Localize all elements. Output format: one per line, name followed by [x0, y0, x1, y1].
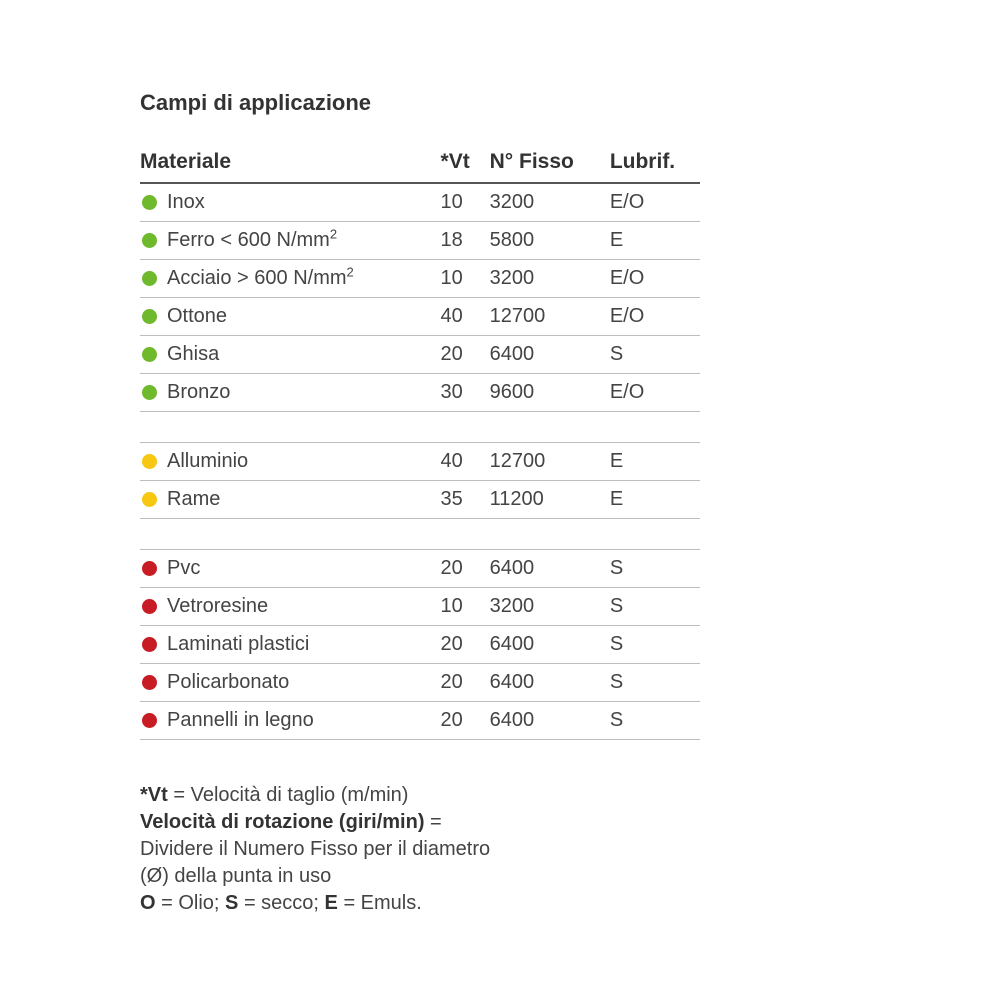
table-row: Alluminio 4012700E	[140, 443, 700, 481]
category-dot-icon	[142, 675, 157, 690]
lubr-value: S	[610, 626, 700, 664]
category-dot-icon	[142, 599, 157, 614]
material-name: Ghisa	[167, 343, 219, 366]
table-row: Acciaio > 600 N/mm2 103200E/O	[140, 260, 700, 298]
vt-value: 20	[441, 336, 486, 374]
lubr-value: S	[610, 588, 700, 626]
category-dot-icon	[142, 347, 157, 362]
category-dot-icon	[142, 561, 157, 576]
material-name: Pvc	[167, 557, 200, 580]
table-row: Ferro < 600 N/mm2 185800E	[140, 222, 700, 260]
vt-value: 20	[441, 702, 486, 740]
page-title: Campi di applicazione	[140, 90, 700, 116]
fisso-value: 6400	[486, 702, 610, 740]
vt-value: 20	[441, 626, 486, 664]
col-fisso: N° Fisso	[486, 144, 610, 183]
category-dot-icon	[142, 271, 157, 286]
col-material: Materiale	[140, 144, 441, 183]
material-name: Laminati plastici	[167, 633, 309, 656]
vt-value: 20	[441, 664, 486, 702]
fisso-value: 6400	[486, 664, 610, 702]
fisso-value: 6400	[486, 336, 610, 374]
table-row: Rame 3511200E	[140, 481, 700, 519]
lubr-value: E/O	[610, 298, 700, 336]
fisso-value: 9600	[486, 374, 610, 412]
material-name: Policarbonato	[167, 671, 289, 694]
legend-vt-label: *Vt	[140, 784, 168, 806]
table-row: Policarbonato 206400S	[140, 664, 700, 702]
category-dot-icon	[142, 195, 157, 210]
col-lubr: Lubrif.	[610, 144, 700, 183]
category-dot-icon	[142, 385, 157, 400]
category-dot-icon	[142, 637, 157, 652]
vt-value: 10	[441, 588, 486, 626]
legend-line3: Dividere il Numero Fisso per il diametro	[140, 836, 700, 863]
material-name: Rame	[167, 488, 220, 511]
vt-value: 30	[441, 374, 486, 412]
lubr-value: E/O	[610, 183, 700, 222]
category-dot-icon	[142, 233, 157, 248]
lubr-value: E/O	[610, 260, 700, 298]
vt-value: 18	[441, 222, 486, 260]
lubr-value: E	[610, 481, 700, 519]
material-name: Ferro < 600 N/mm2	[167, 229, 337, 252]
table-row: Ghisa 206400S	[140, 336, 700, 374]
fisso-value: 12700	[486, 298, 610, 336]
lubr-value: S	[610, 336, 700, 374]
material-name: Pannelli in legno	[167, 709, 314, 732]
fisso-value: 3200	[486, 260, 610, 298]
table-row: Pannelli in legno 206400S	[140, 702, 700, 740]
table-row: Ottone 4012700E/O	[140, 298, 700, 336]
material-name: Ottone	[167, 305, 227, 328]
legend-line4: (Ø) della punta in uso	[140, 863, 700, 890]
category-dot-icon	[142, 454, 157, 469]
application-table-page: Campi di applicazione Materiale *Vt N° F…	[0, 0, 700, 917]
legend-vt-text: = Velocità di taglio (m/min)	[168, 784, 409, 806]
vt-value: 40	[441, 443, 486, 481]
lubr-value: S	[610, 702, 700, 740]
material-name: Vetroresine	[167, 595, 268, 618]
fisso-value: 3200	[486, 588, 610, 626]
table-row: Vetroresine 103200S	[140, 588, 700, 626]
group-gap	[140, 519, 700, 550]
fisso-value: 6400	[486, 626, 610, 664]
legend-rot-eq: =	[424, 811, 441, 833]
category-dot-icon	[142, 309, 157, 324]
legend: *Vt = Velocità di taglio (m/min) Velocit…	[140, 782, 700, 917]
fisso-value: 6400	[486, 550, 610, 588]
table-row: Bronzo 309600E/O	[140, 374, 700, 412]
legend-S: S	[225, 892, 238, 914]
table-row: Inox 103200E/O	[140, 183, 700, 222]
lubr-value: E	[610, 222, 700, 260]
vt-value: 35	[441, 481, 486, 519]
vt-value: 10	[441, 183, 486, 222]
material-name: Inox	[167, 191, 205, 214]
table-row: Pvc 206400S	[140, 550, 700, 588]
legend-E: E	[325, 892, 338, 914]
lubr-value: E	[610, 443, 700, 481]
fisso-value: 12700	[486, 443, 610, 481]
lubr-value: S	[610, 550, 700, 588]
col-vt: *Vt	[441, 144, 486, 183]
legend-O: O	[140, 892, 156, 914]
fisso-value: 3200	[486, 183, 610, 222]
vt-value: 40	[441, 298, 486, 336]
vt-value: 10	[441, 260, 486, 298]
group-gap	[140, 412, 700, 443]
lubr-value: E/O	[610, 374, 700, 412]
materials-table: Materiale *Vt N° Fisso Lubrif. Inox10320…	[140, 144, 700, 740]
material-name: Bronzo	[167, 381, 230, 404]
table-row: Laminati plastici 206400S	[140, 626, 700, 664]
fisso-value: 11200	[486, 481, 610, 519]
fisso-value: 5800	[486, 222, 610, 260]
category-dot-icon	[142, 492, 157, 507]
vt-value: 20	[441, 550, 486, 588]
legend-rot-label: Velocità di rotazione (giri/min)	[140, 811, 424, 833]
material-name: Acciaio > 600 N/mm2	[167, 267, 354, 290]
lubr-value: S	[610, 664, 700, 702]
material-name: Alluminio	[167, 450, 248, 473]
category-dot-icon	[142, 713, 157, 728]
